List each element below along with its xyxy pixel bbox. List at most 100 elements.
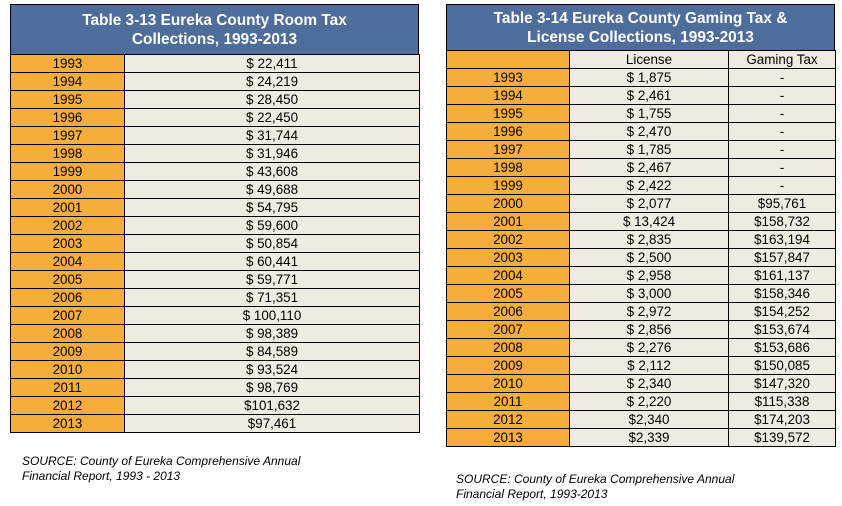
table-row: 2008 $ 2,276 $153,686 [446,338,836,357]
table-row: 2009 $ 2,112 $150,085 [446,356,836,375]
gaming-tax-source-line1: SOURCE: County of Eureka Comprehensive A… [456,472,735,486]
year-cell: 2005 [446,284,570,303]
gaming-tax-value-cell: - [728,104,836,123]
table-row: 1998 $ 31,946 [10,144,420,163]
license-value-cell: $ 2,467 [569,158,729,177]
room-tax-value-cell: $97,461 [124,414,420,433]
table-row: 2008 $ 98,389 [10,324,420,343]
table-row: 2007 $ 100,110 [10,306,420,325]
table-row: 2001 $ 54,795 [10,198,420,217]
gaming-tax-value-cell: $95,761 [728,194,836,213]
table-row: 2006 $ 2,972 $154,252 [446,302,836,321]
gaming-tax-value-cell: $153,686 [728,338,836,357]
license-value-cell: $ 2,958 [569,266,729,285]
gaming-tax-value-cell: $163,194 [728,230,836,249]
year-cell: 2001 [446,212,570,231]
license-value-cell: $ 3,000 [569,284,729,303]
license-value-cell: $2,340 [569,410,729,429]
license-value-cell: $ 2,422 [569,176,729,195]
table-row: 1994 $ 24,219 [10,72,420,91]
gaming-tax-source: SOURCE: County of Eureka Comprehensive A… [456,472,734,502]
license-value-cell: $ 1,875 [569,68,729,87]
table-row: 2004 $ 60,441 [10,252,420,271]
table-row: 2013 $2,339 $139,572 [446,428,836,447]
license-value-cell: $ 2,112 [569,356,729,375]
year-cell: 2007 [10,306,125,325]
gaming-tax-value-cell: - [728,140,836,159]
room-tax-table: 1993 $ 22,411 1994 $ 24,219 1995 $ 28,450 1996… [10,54,420,433]
table-row: 2011 $ 2,220 $115,338 [446,392,836,411]
table-row: 2000 $ 49,688 [10,180,420,199]
room-tax-source-line2: Financial Report, 1993 - 2013 [22,469,181,483]
license-value-cell: $ 2,220 [569,392,729,411]
gaming-tax-value-cell: - [728,68,836,87]
license-value-cell: $ 2,461 [569,86,729,105]
year-cell: 1997 [10,126,125,145]
year-cell: 2009 [10,342,125,361]
year-cell: 1993 [10,54,125,73]
gaming-tax-title-line1: Table 3-14 Eureka County Gaming Tax & [493,10,788,27]
license-value-cell: $ 2,856 [569,320,729,339]
year-cell: 2013 [446,428,570,447]
year-cell: 2000 [446,194,570,213]
gaming-tax-table: License Gaming Tax 1993 $ 1,875-1994 $ 2,4… [446,50,836,447]
table-row: 2003 $ 2,500 $157,847 [446,248,836,267]
table-row: 1999 $ 2,422- [446,176,836,195]
gaming-tax-title: Table 3-14 Eureka County Gaming Tax & Li… [446,4,835,50]
year-cell: 2001 [10,198,125,217]
room-tax-value-cell: $ 93,524 [124,360,420,379]
header-license: License [569,50,729,69]
room-tax-title-line2: Collections, 1993-2013 [131,31,298,48]
table-row: 2003 $ 50,854 [10,234,420,253]
room-tax-value-cell: $ 98,769 [124,378,420,397]
table-row: 2010 $ 2,340 $147,320 [446,374,836,393]
gaming-tax-title-line2: License Collections, 1993-2013 [527,29,754,46]
gaming-tax-value-cell: - [728,176,836,195]
license-value-cell: $ 13,424 [569,212,729,231]
year-cell: 2004 [446,266,570,285]
table-row: 2012 $101,632 [10,396,420,415]
gaming-tax-value-cell: $158,346 [728,284,836,303]
room-tax-value-cell: $ 24,219 [124,72,420,91]
gaming-tax-value-cell: $147,320 [728,374,836,393]
year-cell: 2007 [446,320,570,339]
table-row: 2013 $97,461 [10,414,420,433]
year-cell: 1995 [446,104,570,123]
year-cell: 1999 [446,176,570,195]
license-value-cell: $ 2,835 [569,230,729,249]
year-cell: 2011 [446,392,570,411]
year-cell: 2004 [10,252,125,271]
year-cell: 2002 [10,216,125,235]
gaming-tax-value-cell: - [728,158,836,177]
gaming-tax-value-cell: $157,847 [728,248,836,267]
year-cell: 1995 [10,90,125,109]
year-cell: 2012 [446,410,570,429]
table-row: 2001 $ 13,424 $158,732 [446,212,836,231]
year-cell: 2003 [10,234,125,253]
gaming-tax-value-cell: $158,732 [728,212,836,231]
table-row: 2004 $ 2,958 $161,137 [446,266,836,285]
gaming-tax-value-cell: $150,085 [728,356,836,375]
gaming-tax-value-cell: $139,572 [728,428,836,447]
room-tax-source-line1: SOURCE: County of Eureka Comprehensive A… [22,454,301,468]
gaming-tax-value-cell: - [728,122,836,141]
table-row: 2000 $ 2,077 $95,761 [446,194,836,213]
room-tax-value-cell: $ 31,946 [124,144,420,163]
year-cell: 1994 [10,72,125,91]
license-value-cell: $ 2,340 [569,374,729,393]
room-tax-value-cell: $ 71,351 [124,288,420,307]
header-gaming-tax: Gaming Tax [728,50,836,69]
year-cell: 2012 [10,396,125,415]
room-tax-value-cell: $ 54,795 [124,198,420,217]
license-value-cell: $ 1,785 [569,140,729,159]
year-cell: 2005 [10,270,125,289]
year-cell: 2006 [446,302,570,321]
year-cell: 2009 [446,356,570,375]
table-row: 2006 $ 71,351 [10,288,420,307]
table-row: 1996 $ 2,470- [446,122,836,141]
table-row: 1996 $ 22,450 [10,108,420,127]
room-tax-value-cell: $101,632 [124,396,420,415]
table-row: 2009 $ 84,589 [10,342,420,361]
license-value-cell: $ 2,972 [569,302,729,321]
gaming-tax-value-cell: $154,252 [728,302,836,321]
